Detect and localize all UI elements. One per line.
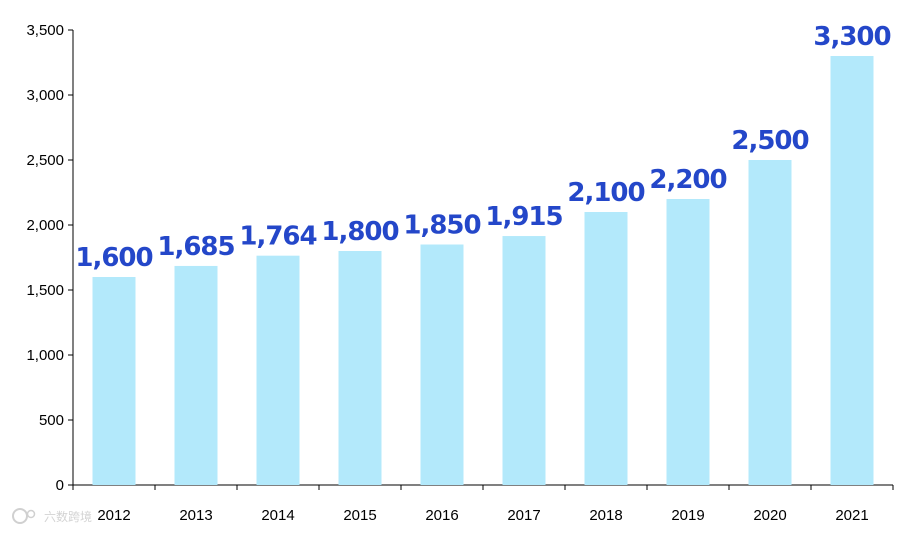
- data-label-2015: 1,800: [321, 217, 398, 247]
- bar-2019: [666, 199, 710, 485]
- watermark: 六数跨境: [12, 508, 92, 524]
- x-tick-label: 2018: [589, 507, 622, 524]
- x-tick-label: 2015: [343, 507, 376, 524]
- bar-2017: [502, 236, 546, 485]
- bar-2016: [420, 244, 464, 485]
- bar-2018: [584, 212, 628, 485]
- data-label-2017: 1,915: [485, 202, 562, 232]
- bar-2014: [256, 255, 300, 485]
- y-tick-label: 2,000: [26, 217, 64, 234]
- watermark-text: 六数跨境: [44, 509, 92, 524]
- bar-2012: [92, 277, 136, 485]
- bar-2013: [174, 265, 218, 485]
- y-tick-label: 0: [56, 477, 64, 494]
- logo-icon: [12, 508, 36, 524]
- x-tick-label: 2020: [753, 507, 786, 524]
- data-label-2020: 2,500: [731, 126, 808, 156]
- y-tick-label: 1,000: [26, 347, 64, 364]
- x-tick-label: 2014: [261, 507, 294, 524]
- y-tick-label: 2,500: [26, 152, 64, 169]
- y-tick-label: 3,000: [26, 87, 64, 104]
- x-tick-label: 2016: [425, 507, 458, 524]
- x-tick-label: 2012: [97, 507, 130, 524]
- x-tick-label: 2019: [671, 507, 704, 524]
- x-axis: 2012 2013 2014 2015 2016 2017 2018 2019 2020 2021: [72, 484, 894, 524]
- data-label-2013: 1,685: [157, 232, 234, 262]
- x-tick-label: 2021: [835, 507, 868, 524]
- bar-2021: [830, 56, 874, 485]
- y-tick-label: 3,500: [26, 22, 64, 39]
- bar-2015: [338, 251, 382, 485]
- x-tick-label: 2013: [179, 507, 212, 524]
- data-label-2019: 2,200: [649, 165, 726, 195]
- bar-2020: [748, 160, 792, 485]
- data-label-2016: 1,850: [403, 211, 480, 241]
- data-label-2018: 2,100: [567, 178, 644, 208]
- data-label-2021: 3,300: [813, 22, 890, 52]
- y-tick-label: 1,500: [26, 282, 64, 299]
- y-tick-label: 500: [39, 412, 64, 429]
- bars: [92, 56, 874, 485]
- y-axis: 0 500 1,000 1,500 2,000 2,500 3,000 3,500: [26, 22, 74, 494]
- data-label-2014: 1,764: [239, 222, 316, 252]
- x-tick-label: 2017: [507, 507, 540, 524]
- data-label-2012: 1,600: [75, 243, 152, 273]
